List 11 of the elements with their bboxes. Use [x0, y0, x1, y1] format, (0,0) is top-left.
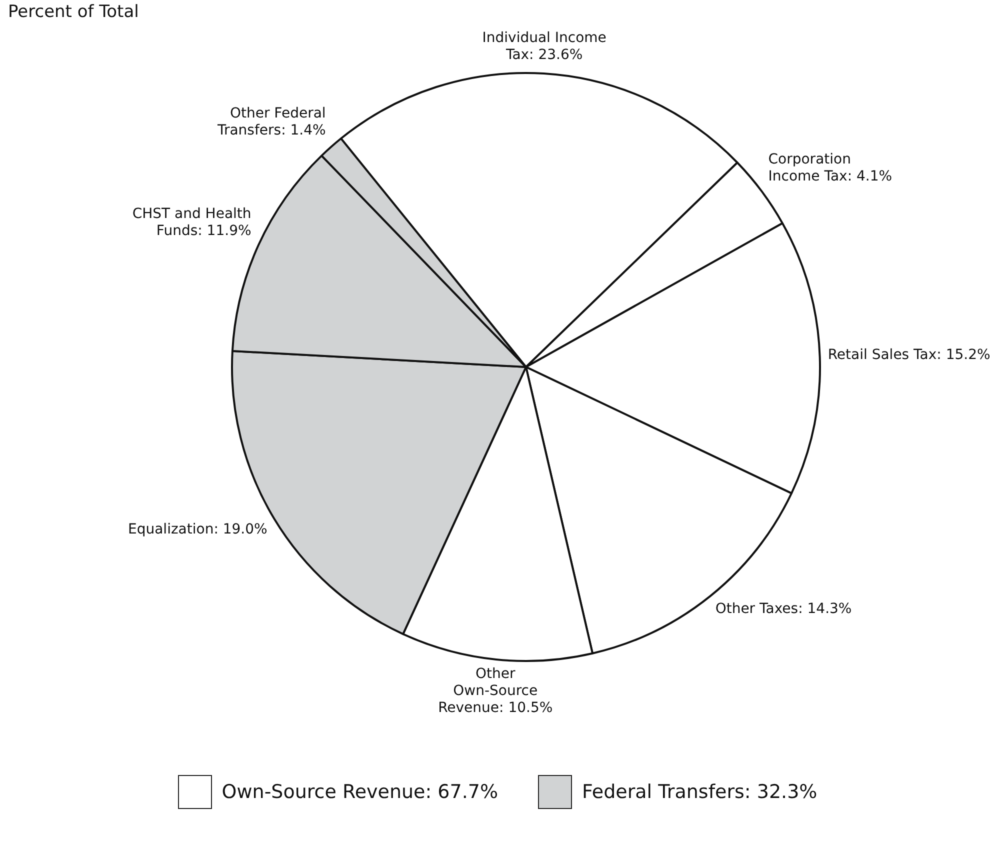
slice-label: CHST and Health Funds: 11.9% — [132, 206, 252, 240]
text: Federal Transfers: 32.3% — [582, 781, 818, 803]
slice-label: Corporation Income Tax: 4.1% — [768, 151, 892, 184]
slice-label: Retail Sales Tax: 15.2% — [828, 347, 990, 364]
text: Own-Source Revenue: 67.7% — [222, 781, 498, 803]
slice-label: Other Taxes: 14.3% — [715, 600, 852, 617]
chart-title: Percent of Total — [8, 2, 139, 22]
slice-label: Individual Income Tax: 23.6% — [482, 30, 606, 64]
slice-label: Equalization: 19.0% — [128, 522, 268, 538]
slice-label: Other Own-Source Revenue: 10.5% — [438, 666, 553, 716]
slice-label: Other Federal Transfers: 1.4% — [216, 106, 326, 139]
